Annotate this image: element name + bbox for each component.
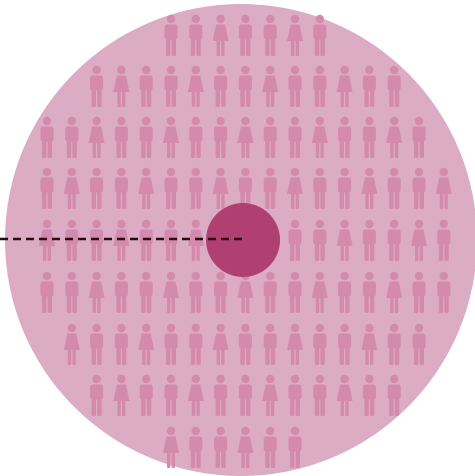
center-circle bbox=[206, 203, 280, 277]
scene bbox=[0, 4, 475, 476]
